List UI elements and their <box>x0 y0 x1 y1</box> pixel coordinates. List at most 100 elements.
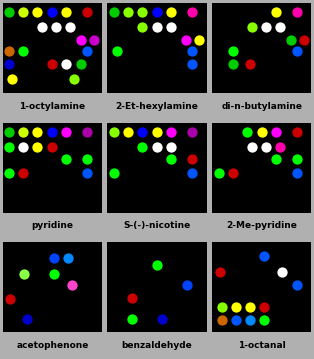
Point <box>189 170 194 176</box>
Point <box>112 170 117 176</box>
Point <box>112 129 117 134</box>
Point <box>21 9 26 15</box>
Point <box>64 129 69 134</box>
Point <box>230 61 235 67</box>
Point <box>40 24 45 30</box>
Point <box>189 48 194 53</box>
Point <box>261 253 266 258</box>
Point <box>130 295 135 301</box>
Point <box>7 170 12 176</box>
Point <box>294 283 299 288</box>
Text: di-n-butylamine: di-n-butylamine <box>221 102 302 111</box>
Point <box>79 37 84 43</box>
Point <box>21 48 26 53</box>
Text: acetophenone: acetophenone <box>16 341 89 350</box>
Point <box>85 48 90 53</box>
Point <box>219 317 224 322</box>
Point <box>139 24 144 30</box>
Point <box>273 9 278 15</box>
Point <box>294 129 299 134</box>
Point <box>50 144 55 150</box>
Point <box>277 144 282 150</box>
Point <box>68 24 73 30</box>
Point <box>85 129 90 134</box>
Point <box>294 170 299 176</box>
Point <box>168 24 173 30</box>
Point <box>261 317 266 322</box>
Point <box>154 24 160 30</box>
Point <box>7 48 12 53</box>
Point <box>154 9 160 15</box>
Point <box>126 129 131 134</box>
Point <box>183 37 188 43</box>
Point <box>54 24 59 30</box>
Point <box>230 48 235 53</box>
Point <box>64 157 69 162</box>
Point <box>168 144 173 150</box>
Point <box>52 256 57 261</box>
Point <box>233 304 238 310</box>
Point <box>244 129 249 134</box>
Point <box>85 157 90 162</box>
Point <box>66 256 71 261</box>
Point <box>72 76 77 82</box>
Point <box>21 170 26 176</box>
Point <box>263 144 268 150</box>
Point <box>154 262 160 267</box>
Text: S-(-)-nicotine: S-(-)-nicotine <box>123 222 191 230</box>
Point <box>273 129 278 134</box>
Text: pyridine: pyridine <box>31 222 73 230</box>
Point <box>189 61 194 67</box>
Point <box>233 317 238 322</box>
Point <box>139 9 144 15</box>
Point <box>168 157 173 162</box>
Point <box>294 9 299 15</box>
Point <box>184 283 189 288</box>
Point <box>273 157 278 162</box>
Text: 1-octanal: 1-octanal <box>238 341 285 350</box>
Point <box>249 144 254 150</box>
Text: 1-octylamine: 1-octylamine <box>19 102 85 111</box>
Point <box>219 304 224 310</box>
Point <box>249 24 254 30</box>
Point <box>35 9 40 15</box>
Point <box>139 144 144 150</box>
Point <box>154 129 160 134</box>
Point <box>263 24 268 30</box>
Point <box>216 170 221 176</box>
Point <box>168 129 173 134</box>
Text: 2-Et-hexylamine: 2-Et-hexylamine <box>116 102 198 111</box>
Point <box>247 317 252 322</box>
Point <box>92 37 97 43</box>
Point <box>189 129 194 134</box>
Point <box>230 170 235 176</box>
Point <box>7 129 12 134</box>
Point <box>52 271 57 276</box>
Point <box>277 24 282 30</box>
Point <box>112 9 117 15</box>
Point <box>35 144 40 150</box>
Point <box>7 9 12 15</box>
Point <box>301 37 306 43</box>
Point <box>115 48 120 53</box>
Point <box>247 304 252 310</box>
Point <box>189 157 194 162</box>
Point <box>261 304 266 310</box>
Point <box>35 129 40 134</box>
Point <box>10 76 15 82</box>
Point <box>139 129 144 134</box>
Point <box>259 129 264 134</box>
Point <box>160 316 165 322</box>
Point <box>64 9 69 15</box>
Point <box>79 61 84 67</box>
Point <box>294 48 299 53</box>
Text: benzaldehyde: benzaldehyde <box>122 341 192 350</box>
Point <box>7 144 12 150</box>
Point <box>130 316 135 322</box>
Point <box>25 316 30 322</box>
Point <box>8 296 13 302</box>
Point <box>288 37 293 43</box>
Point <box>196 37 201 43</box>
Point <box>154 144 160 150</box>
Point <box>7 61 12 67</box>
